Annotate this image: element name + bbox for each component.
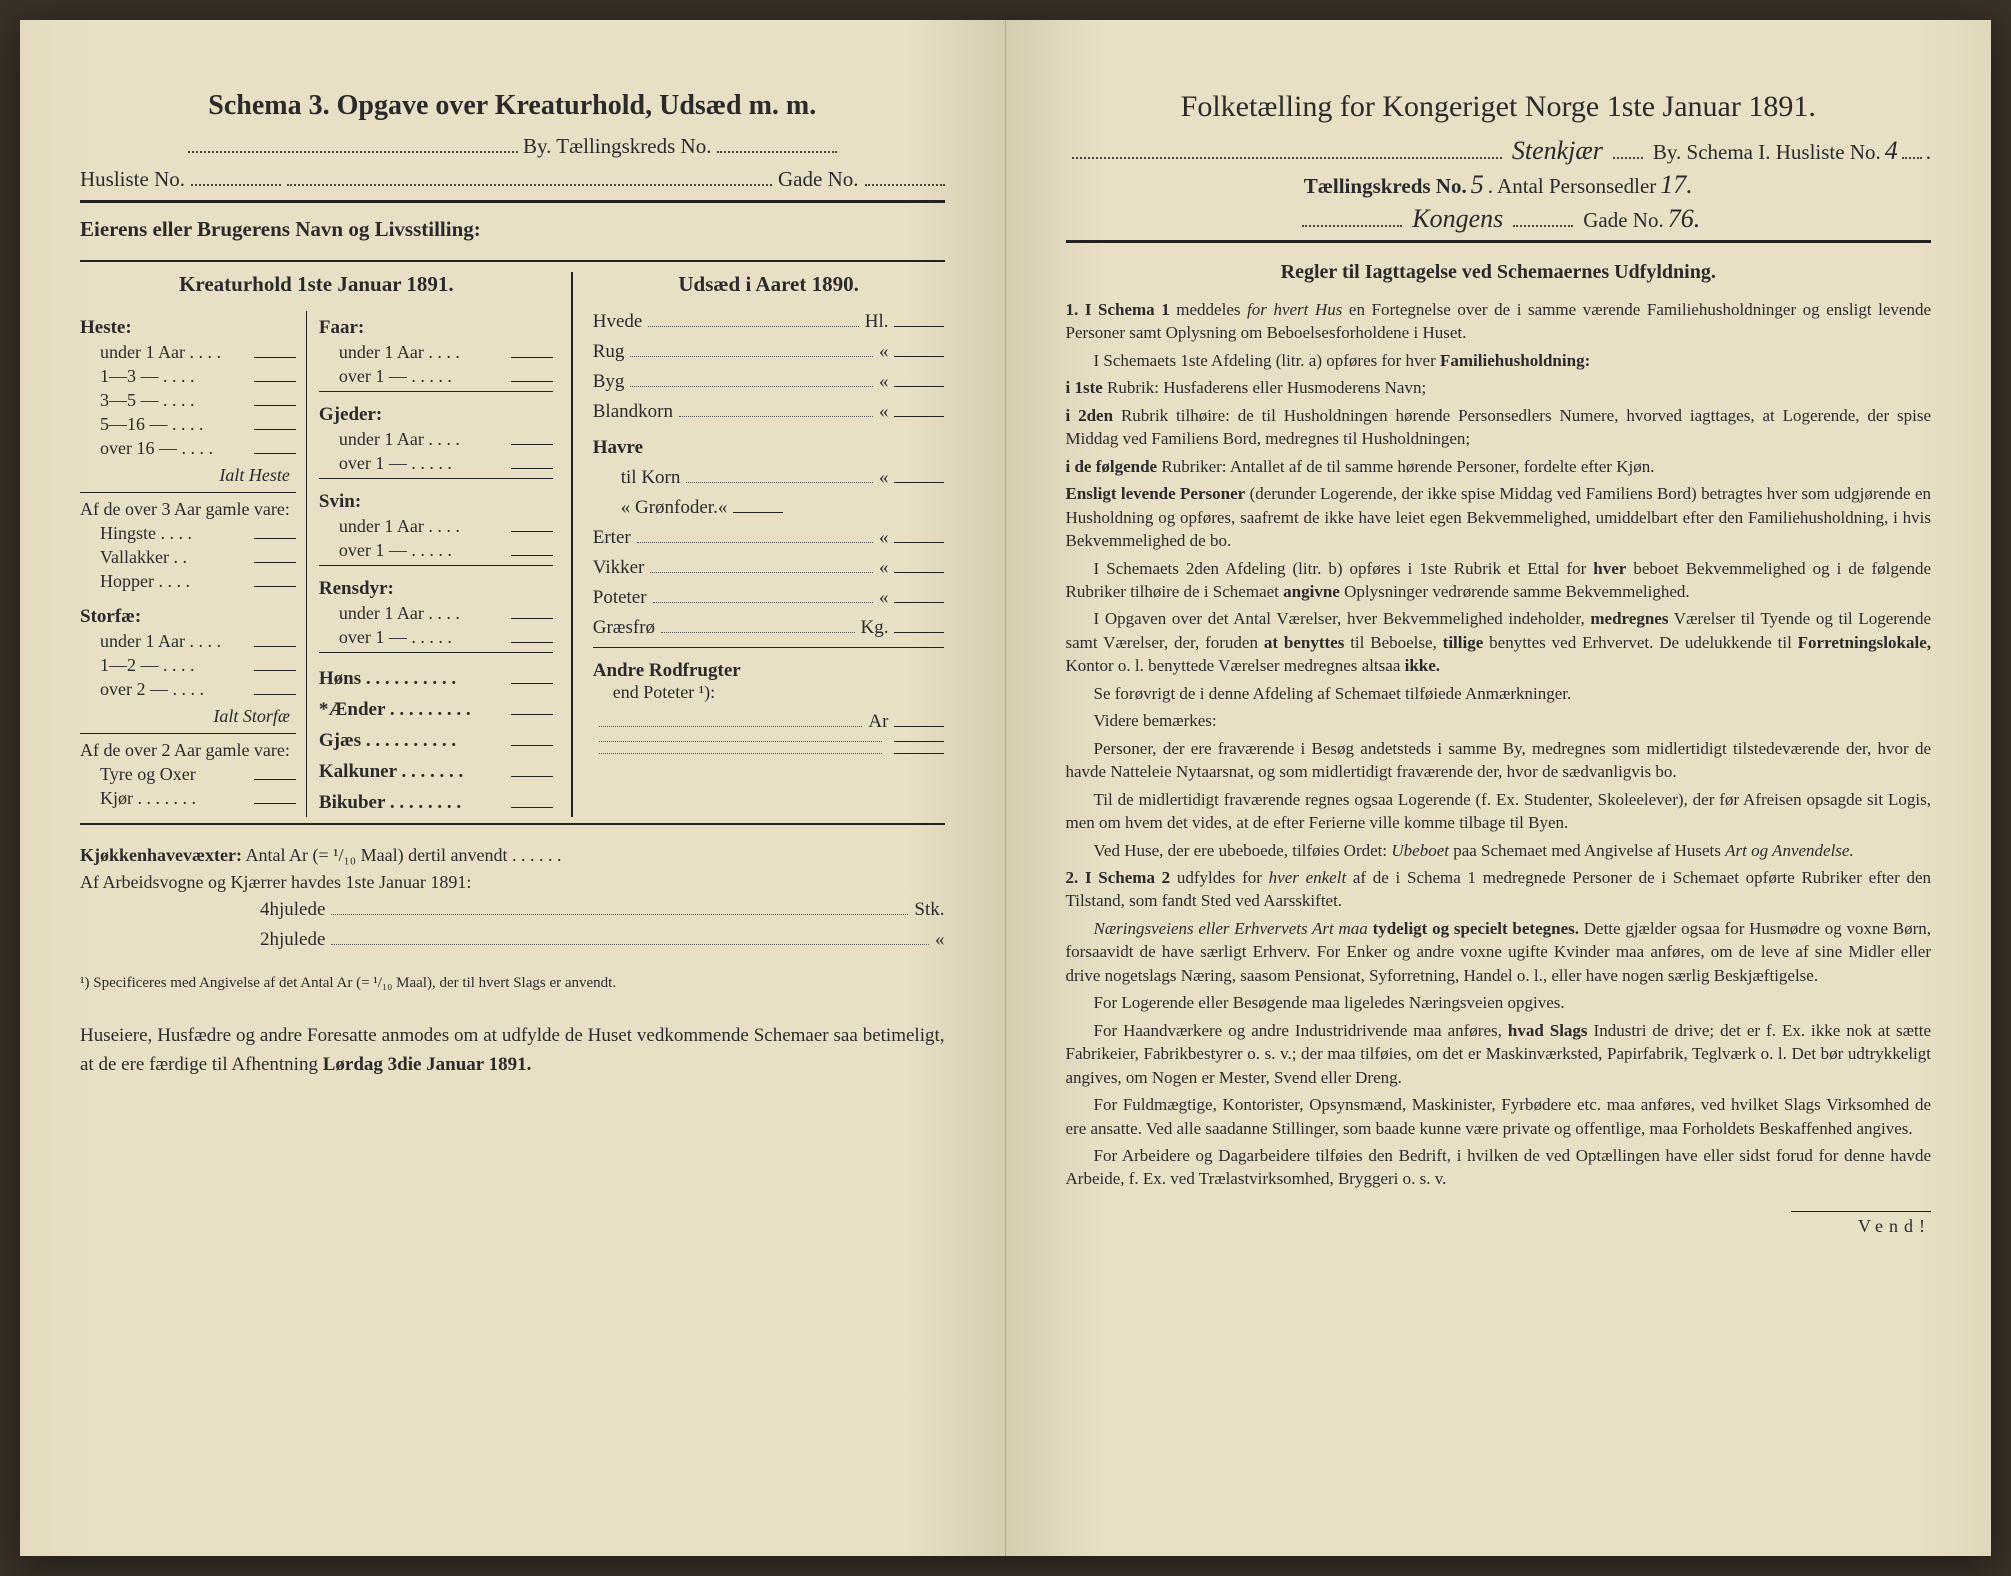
right-page: Folketælling for Kongeriget Norge 1ste J… — [1006, 20, 1992, 1556]
left-page: Schema 3. Opgave over Kreaturhold, Udsæd… — [20, 20, 1006, 1556]
closing-text: Huseiere, Husfædre og andre Foresatte an… — [80, 1022, 945, 1079]
heste-u1: under 1 Aar . . . . — [80, 342, 296, 363]
husliste-row: Husliste No. Gade No. — [80, 167, 945, 192]
rule-top — [80, 200, 945, 203]
by-row: By. Tællingskreds No. — [80, 134, 945, 159]
kjokken-row: Kjøkkenhavevæxter: Antal Ar (= ¹/₁₀ Maal… — [80, 845, 945, 866]
rule-mid — [80, 260, 945, 262]
two-col: Kreaturhold 1ste Januar 1891. Heste: und… — [80, 272, 945, 817]
eier-row: Eierens eller Brugerens Navn og Livsstil… — [80, 217, 945, 242]
book-spread: Schema 3. Opgave over Kreaturhold, Udsæd… — [20, 20, 1991, 1556]
row1: Stenkjær By. Schema I. Husliste No. 4 . — [1066, 136, 1932, 166]
folke-title: Folketælling for Kongeriget Norge 1ste J… — [1066, 90, 1932, 124]
udsaed-col: Udsæd i Aaret 1890. HvedeHl. Rug« Byg« B… — [573, 272, 945, 817]
inner-left: Heste: under 1 Aar . . . . 1—3 — . . . .… — [80, 311, 307, 817]
footnote: ¹) Specificeres med Angivelse af det Ant… — [80, 975, 945, 992]
row2: Tællingskreds No. 5 . Antal Personsedler… — [1066, 170, 1932, 200]
regler-head: Regler til Iagttagelse ved Schemaernes U… — [1066, 261, 1932, 284]
row3: Kongens Gade No. 76. — [1066, 204, 1932, 234]
vendi: Vend! — [1791, 1211, 1931, 1237]
inner-right: Faar: under 1 Aar . . . . over 1 — . . .… — [307, 311, 553, 817]
arbeids-row: Af Arbeidsvogne og Kjærrer havdes 1ste J… — [80, 872, 945, 893]
schema3-title: Schema 3. Opgave over Kreaturhold, Udsæd… — [80, 90, 945, 122]
kreatur-col: Kreaturhold 1ste Januar 1891. Heste: und… — [80, 272, 573, 817]
rules-body: 1. I Schema 1 meddeles for hvert Hus en … — [1066, 298, 1932, 1191]
inner-cols: Heste: under 1 Aar . . . . 1—3 — . . . .… — [80, 311, 553, 817]
